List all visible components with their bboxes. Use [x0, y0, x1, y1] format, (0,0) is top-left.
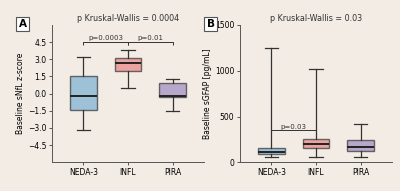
PathPatch shape: [302, 139, 330, 148]
PathPatch shape: [70, 76, 97, 110]
Text: B: B: [206, 19, 214, 29]
Y-axis label: Baseline sNfL z-score: Baseline sNfL z-score: [16, 53, 25, 134]
PathPatch shape: [258, 148, 285, 154]
Text: p=0.03: p=0.03: [281, 124, 307, 129]
Title: p Kruskal-Wallis = 0.0004: p Kruskal-Wallis = 0.0004: [77, 14, 179, 23]
Text: p=0.01: p=0.01: [137, 35, 163, 41]
PathPatch shape: [159, 83, 186, 97]
Text: A: A: [18, 19, 26, 29]
PathPatch shape: [114, 58, 142, 71]
PathPatch shape: [347, 140, 374, 151]
Text: p=0.0003: p=0.0003: [88, 35, 123, 41]
Y-axis label: Baseline sGFAP [pg/mL]: Baseline sGFAP [pg/mL]: [203, 48, 212, 139]
Title: p Kruskal-Wallis = 0.03: p Kruskal-Wallis = 0.03: [270, 14, 362, 23]
